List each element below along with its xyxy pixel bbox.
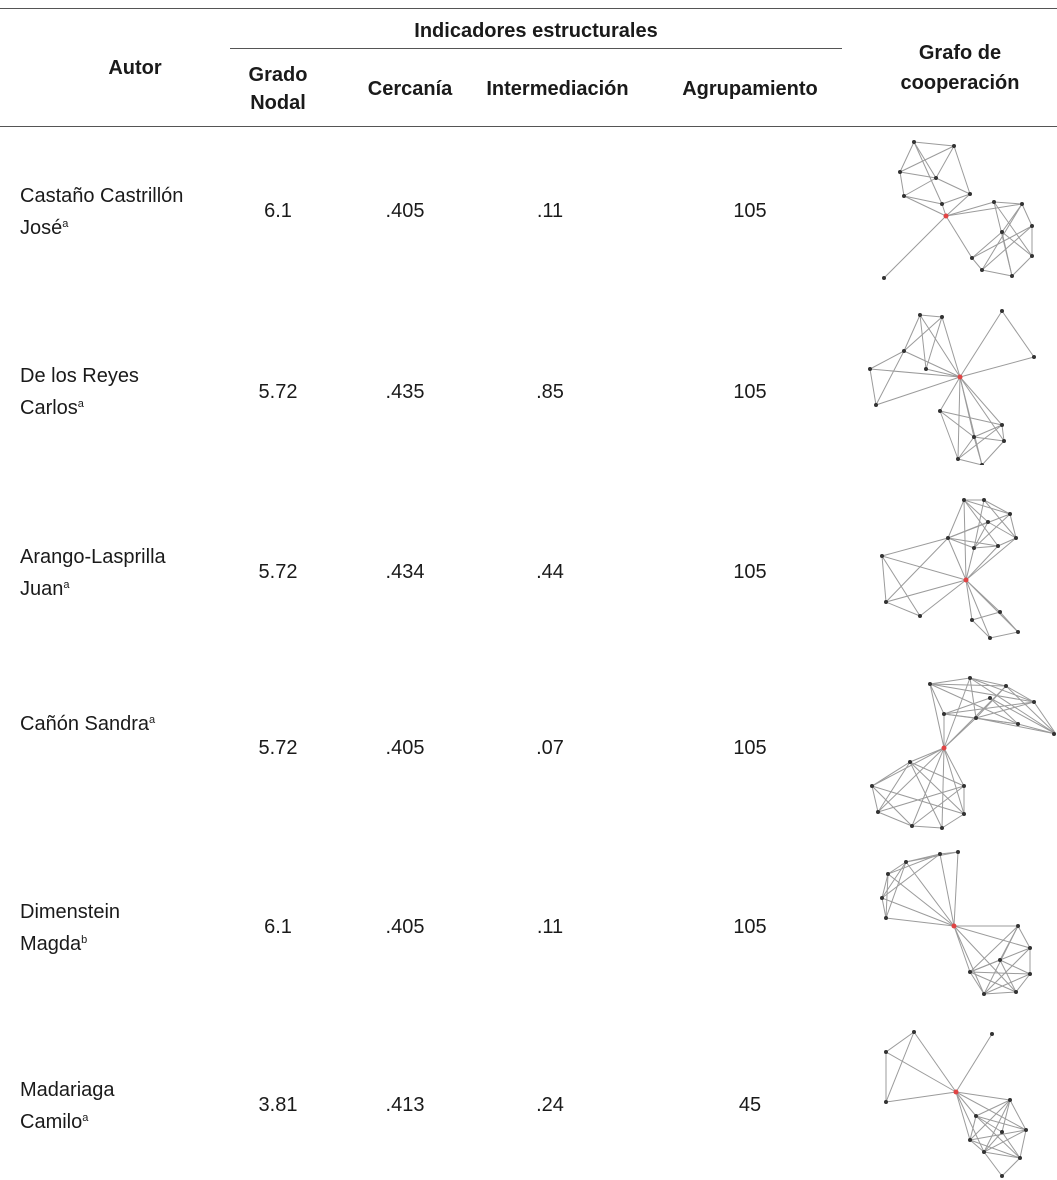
table-row-author: De los Reyes Carlosa [20,362,230,422]
footnote-marker: a [82,1112,89,1124]
intermediacion-value: .24 [536,1094,564,1116]
author-line1: De los Reyes [20,365,139,387]
header-grado-line2: Nodal [250,92,306,114]
table-row-author: Arango-Lasprilla Juana [20,543,230,603]
graph-edges [871,677,1056,829]
cercania-value: .405 [385,200,425,222]
header-agrupamiento: Agrupamiento [682,78,818,100]
header-author: Autor [108,57,162,79]
author-line2: Cañón Sandraa [20,713,156,735]
cercania-value: .413 [385,1094,425,1116]
intermediacion-value: .85 [536,381,564,403]
author-line1: Dimenstein [20,901,121,923]
cooperation-graph [884,1030,1028,1178]
cercania-value: .434 [385,561,425,583]
header-grafo-line1: Grafo de [918,42,1002,64]
top-rule [0,8,1057,9]
header-intermediacion: Intermediación [486,78,629,100]
cercania-value: .435 [385,381,425,403]
author-line1: Castaño Castrillón [20,185,184,207]
graph-edges [885,1031,1027,1177]
grado-value: 5.72 [258,381,298,403]
footnote-marker: a [148,714,156,726]
grado-value: 6.1 [264,916,292,938]
cooperation-graph [870,676,1056,830]
cooperation-graph [868,309,1036,465]
author-line2: Carlosa [20,397,84,419]
footnote-marker: a [77,398,84,410]
author-line1: Arango-Lasprilla [20,546,166,568]
agrupamiento-value: 105 [733,916,767,938]
header-cercania: Cercanía [367,78,453,100]
table-row-author: Cañón Sandraa [20,706,230,738]
cooperation-graph [880,850,1032,996]
table-row-author: Madariaga Camiloa [20,1076,230,1136]
agrupamiento-value: 105 [733,200,767,222]
footnote-marker: a [62,218,69,230]
author-line2: Magdab [20,933,88,955]
cooperation-graph [882,140,1034,280]
author-line2: Joséa [20,217,69,239]
header-bottom-rule [0,126,1057,127]
intermediacion-value: .11 [536,916,564,938]
cercania-value: .405 [385,916,425,938]
intermediacion-value: .44 [536,561,564,583]
agrupamiento-value: 105 [733,561,767,583]
intermediacion-value: .11 [536,200,564,222]
grado-value: 6.1 [264,200,292,222]
grado-value: 3.81 [258,1094,298,1116]
table-row-author: Castaño Castrillón Joséa [20,182,230,242]
header-group: Indicadores estructurales [414,20,658,42]
grado-value: 5.72 [258,561,298,583]
cercania-value: .405 [385,737,425,759]
group-rule [230,48,842,49]
intermediacion-value: .07 [536,737,564,759]
footnote-marker: a [63,579,70,591]
header-grado-line1: Grado [248,64,308,86]
cooperation-graph [880,498,1020,640]
author-line1: Madariaga [20,1079,115,1101]
graph-edges [883,141,1033,279]
agrupamiento-value: 105 [733,381,767,403]
agrupamiento-value: 105 [733,737,767,759]
graph-edges [869,310,1035,465]
author-line2: Juana [20,578,70,600]
grado-value: 5.72 [258,737,298,759]
table-row-author: Dimenstein Magdab [20,898,230,958]
graph-edges [881,851,1031,995]
author-line2: Camiloa [20,1111,89,1133]
header-grafo-line2: cooperación [900,72,1020,94]
footnote-marker: b [81,934,88,946]
agrupamiento-value: 45 [738,1094,762,1116]
graph-edges [881,499,1019,639]
